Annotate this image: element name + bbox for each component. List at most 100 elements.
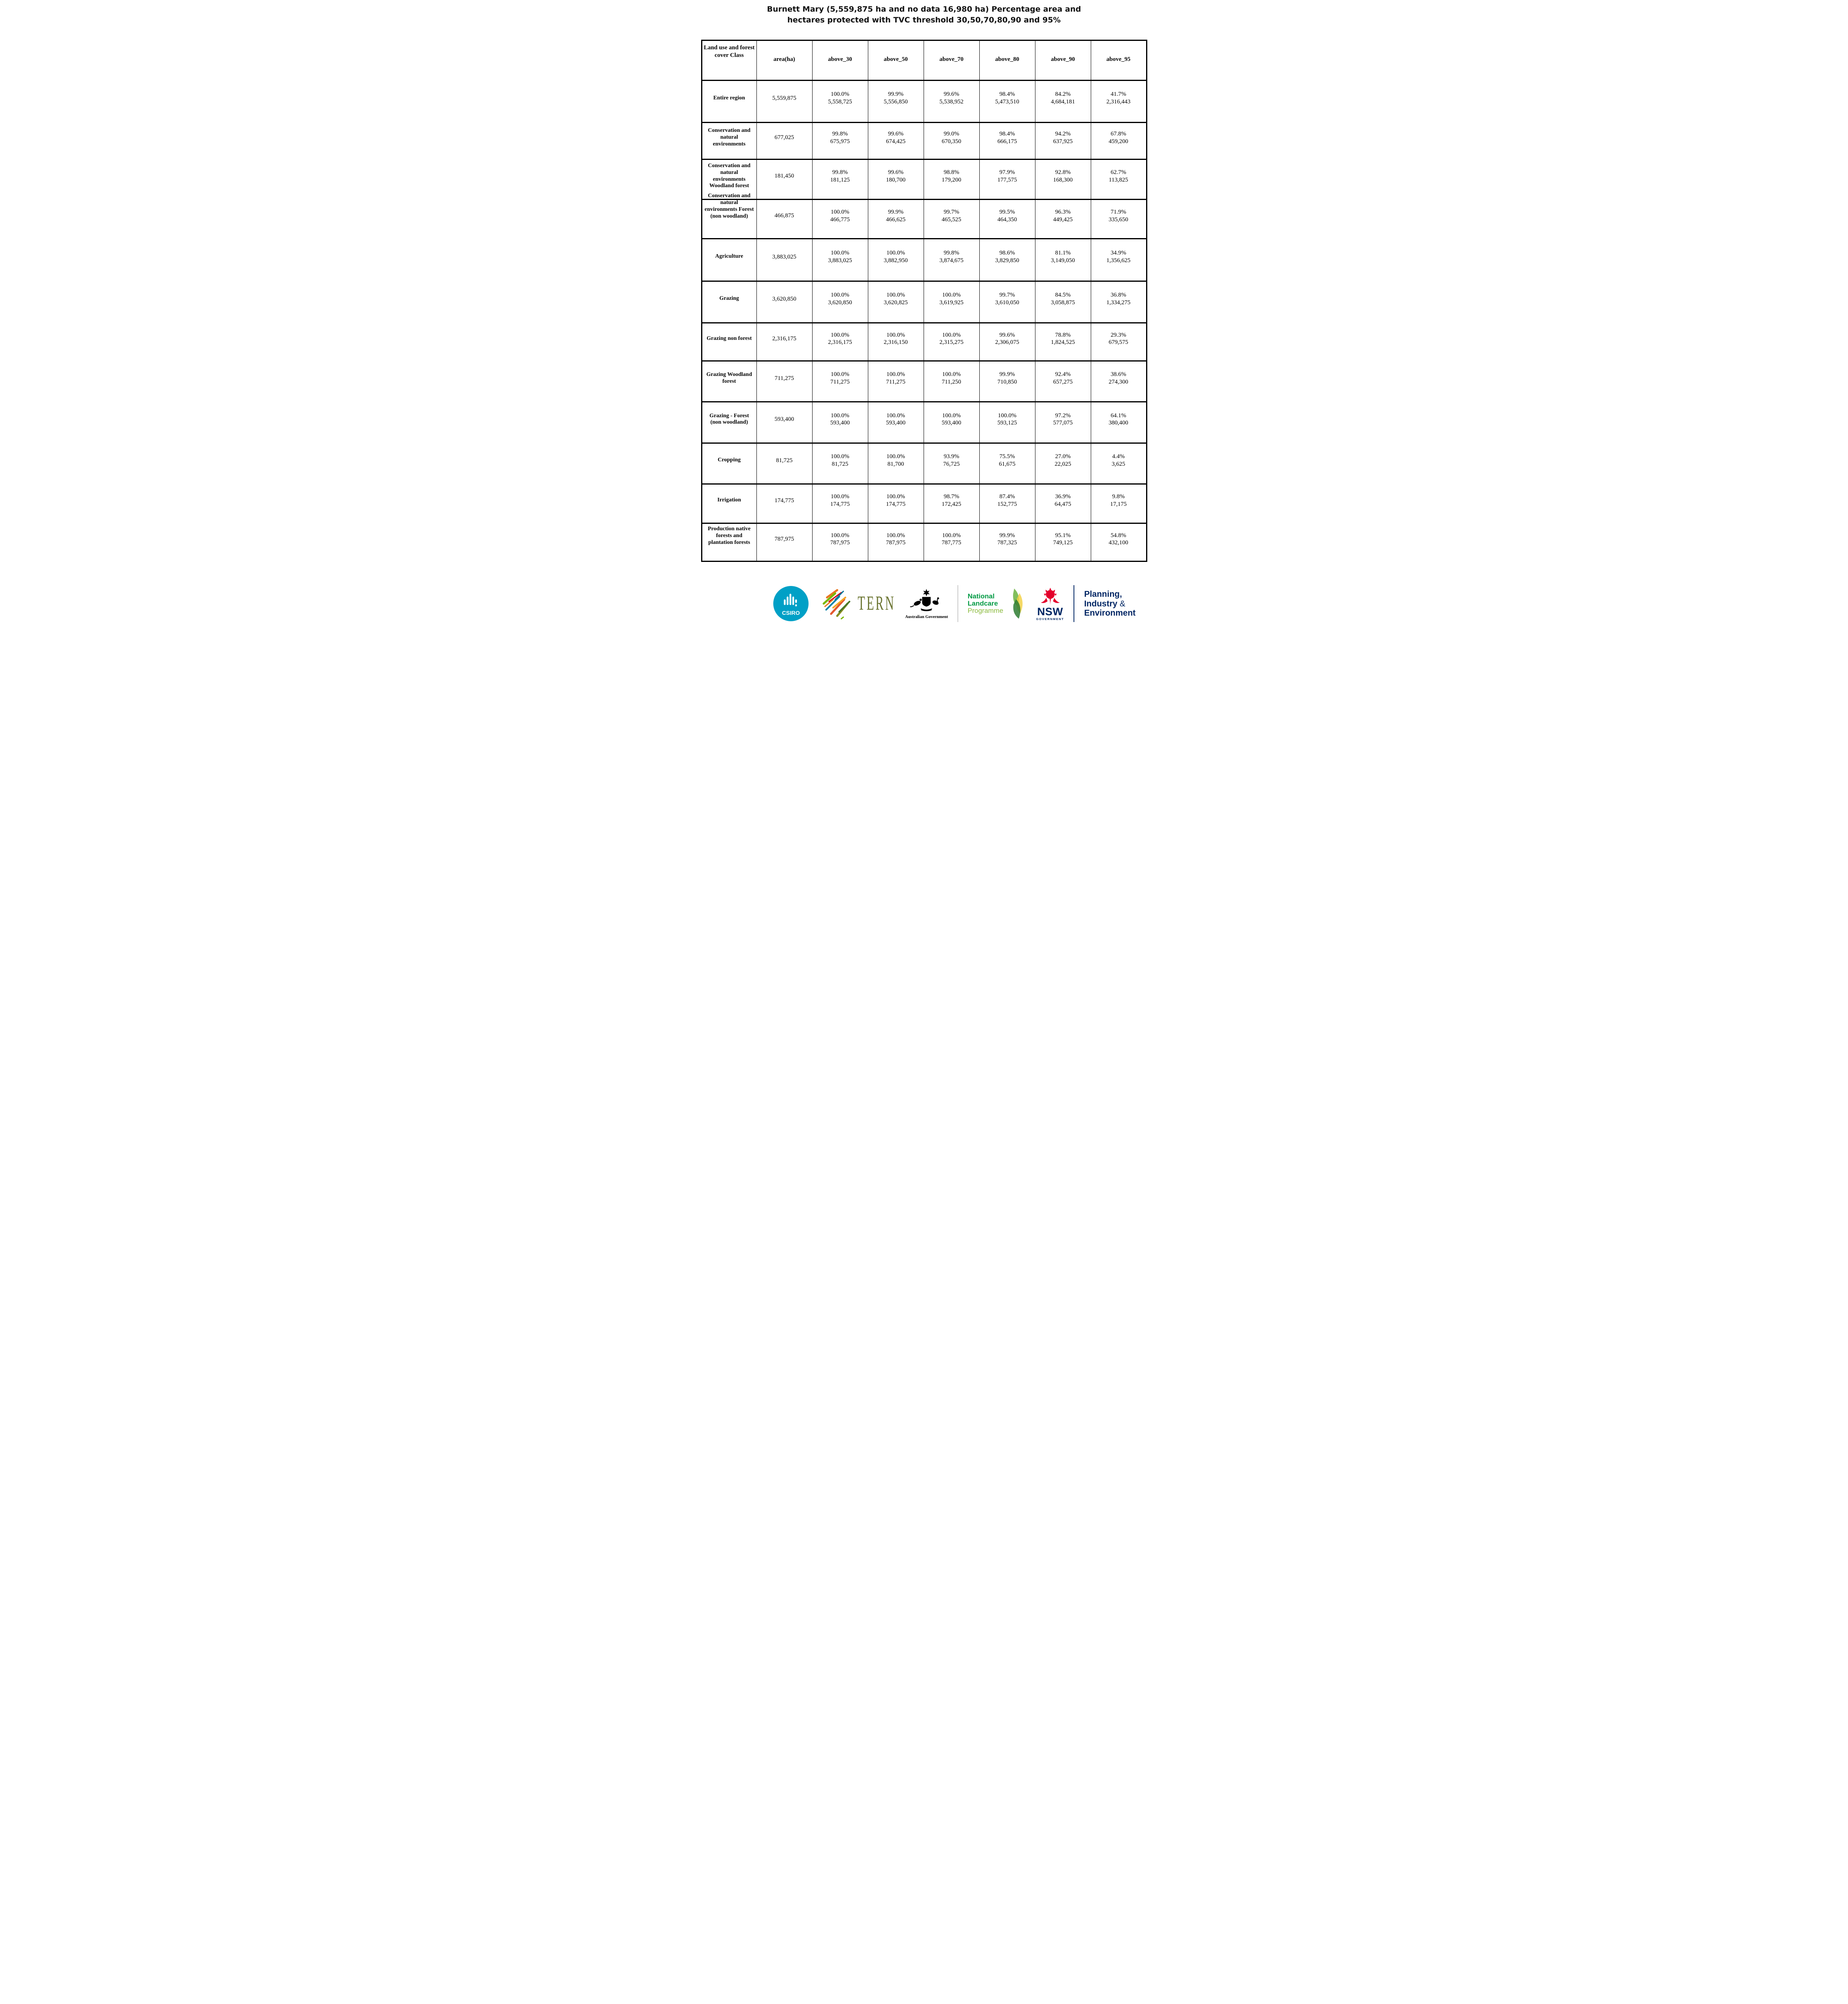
pct-value: 97.9% <box>999 169 1015 176</box>
pct-value: 99.6% <box>999 331 1015 338</box>
value-cell: 100.0% 593,400 <box>923 401 980 444</box>
value-cell: 100.0% 787,975 <box>812 523 868 562</box>
ha-value: 174,775 <box>830 501 850 507</box>
value-cell: 100.0% 2,316,175 <box>812 322 868 362</box>
dpie-line3: Environment <box>1084 608 1136 618</box>
pct-value: 67.8% <box>1110 130 1126 137</box>
pct-value: 99.9% <box>999 532 1015 539</box>
pct-value: 100.0% <box>998 412 1017 419</box>
pct-value: 98.8% <box>944 169 959 176</box>
pct-value: 99.6% <box>888 130 904 137</box>
waratah-icon <box>1040 587 1060 605</box>
row-label: Agriculture <box>701 238 757 282</box>
table-row: Grazing - Forest (non woodland) 593,400 … <box>701 401 1147 444</box>
pct-value: 34.9% <box>1110 250 1126 257</box>
value-cell: 99.6% 674,425 <box>867 122 924 160</box>
pct-value: 99.9% <box>999 371 1015 378</box>
value-cell: 99.7% 3,610,050 <box>979 281 1035 324</box>
pct-value: 97.2% <box>1055 412 1071 419</box>
value-cell: 99.9% 787,325 <box>979 523 1035 562</box>
pct-value: 100.0% <box>831 453 849 460</box>
ha-value: 3,619,925 <box>939 299 964 306</box>
ha-value: 152,775 <box>997 501 1017 507</box>
pct-value: 99.8% <box>832 169 848 176</box>
value-cell: 67.8% 459,200 <box>1090 122 1147 160</box>
tvc-threshold-table: Land use and forest cover Class area(ha)… <box>701 40 1147 562</box>
area-cell: 466,875 <box>756 199 813 240</box>
pct-value: 93.9% <box>944 453 959 460</box>
ha-value: 168,300 <box>1053 176 1073 183</box>
pct-value: 81.1% <box>1055 250 1071 257</box>
ha-value: 113,825 <box>1108 176 1128 183</box>
ha-value: 711,275 <box>830 378 850 385</box>
pct-value: 100.0% <box>831 532 849 539</box>
pct-value: 99.8% <box>832 130 848 137</box>
ha-value: 174,775 <box>886 501 906 507</box>
value-cell: 98.8% 179,200 <box>923 159 980 200</box>
value-cell: 100.0% 2,316,150 <box>867 322 924 362</box>
row-label: Production native forests and plantation… <box>701 523 757 562</box>
header-above-95: above_95 <box>1090 40 1147 81</box>
table-row: Cropping 81,725 100.0% 81,725 100.0% 81,70… <box>701 442 1147 485</box>
value-cell: 98.4% 5,473,510 <box>979 80 1035 123</box>
value-cell: 99.6% 180,700 <box>867 159 924 200</box>
ha-value: 64,475 <box>1054 501 1072 507</box>
ha-value: 3,829,850 <box>995 257 1019 264</box>
dpie-wordmark: Planning, Industry & Environment <box>1084 590 1135 618</box>
value-cell: 100.0% 174,775 <box>867 483 924 524</box>
table-row: Production native forests and plantation… <box>701 523 1147 562</box>
ha-value: 3,625 <box>1112 461 1125 467</box>
csiro-logo: CSIRO <box>773 586 809 622</box>
ha-value: 3,058,875 <box>1051 299 1075 306</box>
value-cell: 4.4% 3,625 <box>1090 442 1147 485</box>
value-cell: 97.2% 577,075 <box>1035 401 1091 444</box>
value-cell: 75.5% 61,675 <box>979 442 1035 485</box>
ha-value: 466,775 <box>830 216 850 223</box>
value-cell: 92.4% 657,275 <box>1035 360 1091 403</box>
page-title-line1: Burnett Mary (5,559,875 ha and no data 1… <box>767 5 1081 14</box>
pct-value: 78.8% <box>1055 331 1071 338</box>
pct-value: 100.0% <box>886 412 905 419</box>
table-row: Irrigation 174,775 100.0% 174,775 100.0% 1… <box>701 483 1147 524</box>
ha-value: 711,275 <box>886 378 906 385</box>
value-cell: 9.8% 17,175 <box>1090 483 1147 524</box>
csiro-icon: CSIRO <box>773 586 809 622</box>
value-cell: 100.0% 711,275 <box>812 360 868 403</box>
pct-value: 100.0% <box>886 292 905 299</box>
value-cell: 64.1% 380,400 <box>1090 401 1147 444</box>
value-cell: 92.8% 168,300 <box>1035 159 1091 200</box>
value-cell: 81.1% 3,149,050 <box>1035 238 1091 282</box>
ha-value: 593,400 <box>886 420 906 426</box>
row-label: Cropping <box>701 442 757 485</box>
value-cell: 95.1% 749,125 <box>1035 523 1091 562</box>
value-cell: 100.0% 3,883,025 <box>812 238 868 282</box>
landcare-line1: National <box>967 592 995 600</box>
value-cell: 94.2% 637,925 <box>1035 122 1091 160</box>
pct-value: 84.5% <box>1055 292 1071 299</box>
ha-value: 180,700 <box>886 176 906 183</box>
table-row: Grazing non forest 2,316,175 100.0% 2,316… <box>701 322 1147 362</box>
value-cell: 99.6% 2,306,075 <box>979 322 1035 362</box>
ha-value: 449,425 <box>1053 216 1073 223</box>
ha-value: 459,200 <box>1108 138 1128 145</box>
row-label: Entire region <box>701 80 757 123</box>
value-cell: 100.0% 81,700 <box>867 442 924 485</box>
pct-value: 36.9% <box>1055 493 1071 500</box>
value-cell: 98.4% 666,175 <box>979 122 1035 160</box>
value-cell: 100.0% 174,775 <box>812 483 868 524</box>
ha-value: 4,684,181 <box>1051 99 1075 105</box>
pct-value: 99.6% <box>944 91 959 98</box>
table-row: Conservation and natural environments 67… <box>701 122 1147 160</box>
value-cell: 87.4% 152,775 <box>979 483 1035 524</box>
ha-value: 179,200 <box>942 176 961 183</box>
ha-value: 464,350 <box>997 216 1017 223</box>
area-cell: 677,025 <box>756 122 813 160</box>
area-cell: 174,775 <box>756 483 813 524</box>
value-cell: 98.6% 3,829,850 <box>979 238 1035 282</box>
value-cell: 62.7% 113,825 <box>1090 159 1147 200</box>
value-cell: 99.9% 466,625 <box>867 199 924 240</box>
landcare-wordmark: National Landcare Programme <box>968 593 1003 614</box>
ha-value: 593,400 <box>830 420 850 426</box>
ha-value: 2,306,075 <box>995 339 1019 346</box>
australian-government-logo: Australian Government <box>905 588 948 619</box>
